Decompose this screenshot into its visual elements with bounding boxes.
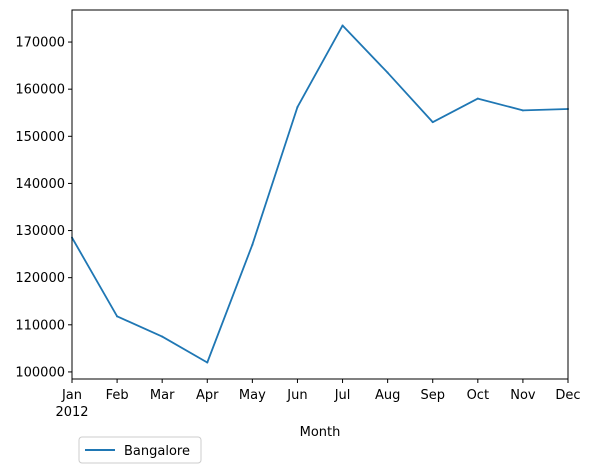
legend: Bangalore — [78, 436, 202, 464]
x-tick-label: Jan — [61, 388, 82, 403]
legend-label: Bangalore — [124, 444, 190, 459]
y-tick-label: 170000 — [15, 36, 65, 51]
x-tick-label: Oct — [467, 388, 489, 403]
x-tick-label: Sep — [420, 388, 445, 403]
plot-frame — [71, 9, 569, 380]
y-tick-label: 130000 — [15, 224, 65, 239]
x-axis-title: Month — [300, 425, 341, 440]
x-tick-label: Apr — [196, 388, 219, 403]
x-tick-label: Nov — [510, 388, 536, 403]
x-tick-label: Dec — [555, 388, 580, 403]
series-point — [161, 335, 164, 338]
y-tick-label: 120000 — [15, 271, 65, 286]
series-point — [116, 315, 119, 318]
series-point — [521, 109, 524, 112]
legend-box — [78, 436, 202, 464]
y-tick-label: 150000 — [15, 130, 65, 145]
x-tick-label: May — [239, 388, 266, 403]
x-axis-year-label: 2012 — [55, 405, 88, 420]
x-tick-label: Jul — [334, 388, 351, 403]
x-tick-label: Feb — [106, 388, 129, 403]
series-point — [341, 24, 344, 27]
x-tick-label: Mar — [150, 388, 175, 403]
x-axis: Jan Feb Mar Apr May Jun Jul Aug Sep Oct Nov Dec — [61, 379, 581, 403]
series-point — [476, 97, 479, 100]
series-point — [431, 121, 434, 124]
y-tick-label: 140000 — [15, 177, 65, 192]
plot-area — [72, 10, 568, 379]
series-point — [251, 243, 254, 246]
y-tick-label: 110000 — [15, 318, 65, 333]
x-tick-label: Jun — [286, 388, 307, 403]
series-point — [386, 71, 389, 74]
x-tick-label: Aug — [375, 388, 400, 403]
series-point — [206, 361, 209, 364]
series-point — [296, 106, 299, 109]
y-tick-label: 100000 — [15, 365, 65, 380]
series-line — [71, 24, 569, 364]
y-tick-label: 160000 — [15, 83, 65, 98]
y-axis: 100000 110000 120000 130000 140000 150000 1600… — [15, 36, 72, 380]
